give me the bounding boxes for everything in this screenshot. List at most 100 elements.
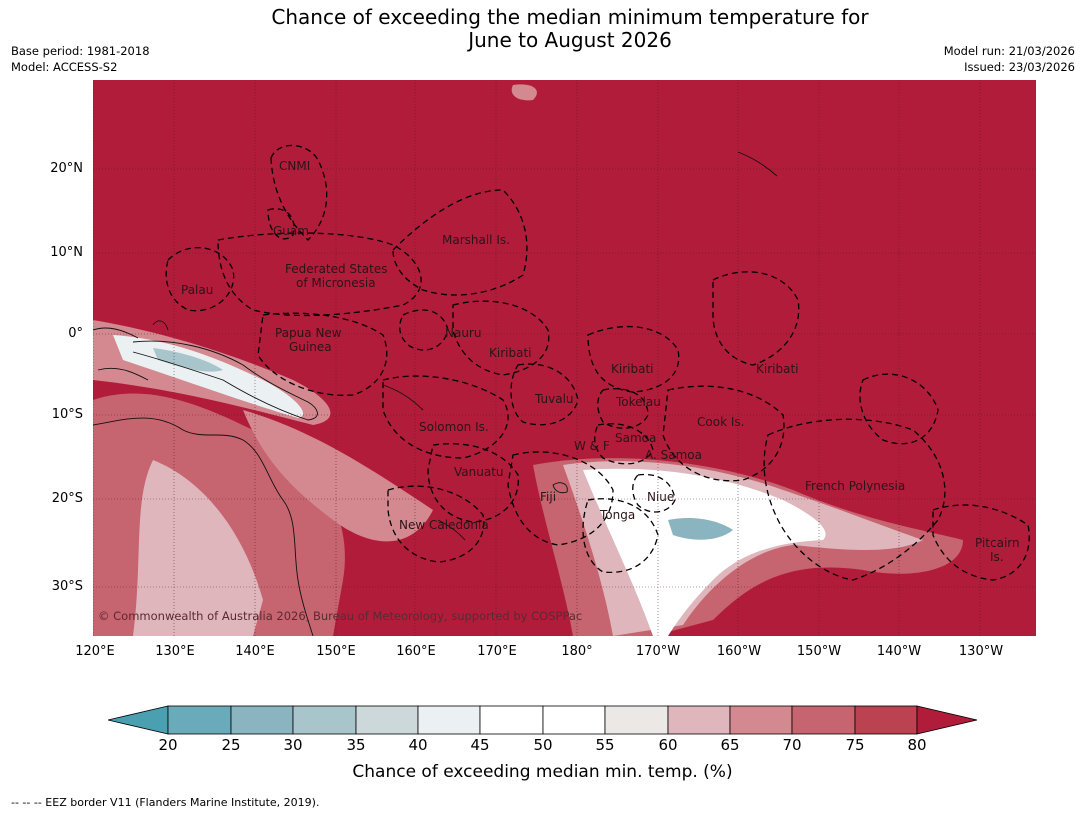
x-tick-160w: 160°W bbox=[716, 644, 762, 659]
eez-solomon bbox=[382, 375, 509, 459]
label-fsm-2: of Micronesia bbox=[296, 276, 376, 290]
shade-south-pacific-light bbox=[583, 468, 826, 636]
shade-png-blue bbox=[153, 348, 223, 372]
colorbar-seg-25-30 bbox=[230, 705, 294, 735]
country-labels: CNMI Guam Marshall Is. Federated States … bbox=[181, 159, 1020, 564]
title-line-2: June to August 2026 bbox=[468, 28, 672, 52]
eez-new-caledonia bbox=[387, 485, 485, 563]
label-french-polynesia: French Polynesia bbox=[805, 479, 905, 493]
shade-tropical-north bbox=[511, 84, 537, 101]
label-new-caledonia: New Caledonia bbox=[399, 518, 489, 532]
y-tick-0: 0° bbox=[68, 326, 83, 341]
coast-solomons bbox=[382, 384, 424, 411]
eez-samoa bbox=[594, 423, 654, 465]
eez-borders bbox=[165, 144, 1030, 581]
label-fsm-1: Federated States bbox=[285, 262, 387, 276]
colorbar-extend-low bbox=[108, 705, 169, 735]
eez-cook bbox=[662, 385, 785, 482]
coast-fiji bbox=[552, 482, 568, 494]
map-canvas: CNMI Guam Marshall Is. Federated States … bbox=[93, 80, 1036, 636]
shade-australia-light bbox=[133, 460, 263, 636]
label-png-1: Papua New bbox=[275, 326, 342, 340]
eez-palau bbox=[165, 247, 235, 312]
meta-right: Model run: 21/03/2026 Issued: 23/03/2026 bbox=[944, 43, 1075, 75]
eez-marshall bbox=[392, 189, 528, 296]
cb-tick-70: 70 bbox=[782, 736, 802, 754]
y-tick-30s: 30°S bbox=[51, 579, 83, 594]
meta-left: Base period: 1981-2018 Model: ACCESS-S2 bbox=[11, 43, 150, 75]
x-tick-140e: 140°E bbox=[235, 644, 275, 659]
eez-fiji bbox=[507, 451, 614, 546]
colorbar-seg-40-45 bbox=[417, 705, 481, 735]
colorbar-seg-65-70 bbox=[729, 705, 793, 735]
eez-footnote: -- -- -- EEZ border V11 (Flanders Marine… bbox=[11, 796, 320, 809]
eez-kiribati-west bbox=[452, 300, 550, 376]
forecast-map: CNMI Guam Marshall Is. Federated States … bbox=[93, 80, 1036, 636]
x-tick-150e: 150°E bbox=[316, 644, 356, 659]
y-tick-20s: 20°S bbox=[51, 491, 83, 506]
cb-tick-40: 40 bbox=[408, 736, 428, 754]
cb-tick-30: 30 bbox=[283, 736, 303, 754]
label-solomon: Solomon Is. bbox=[419, 420, 489, 434]
label-asamoa: A. Samoa bbox=[645, 448, 702, 462]
coast-hawaii bbox=[737, 151, 778, 177]
eez-nauru bbox=[399, 309, 449, 351]
colorbar-seg-75-80 bbox=[854, 705, 918, 735]
label-niue: Niue bbox=[647, 490, 674, 504]
label-tuvalu: Tuvalu bbox=[534, 392, 574, 406]
eez-pitcairn bbox=[932, 504, 1030, 581]
colorbar-seg-50-55 bbox=[542, 705, 606, 735]
colorbar-seg-45-50 bbox=[479, 705, 544, 735]
eez-tonga bbox=[582, 498, 659, 573]
cb-tick-65: 65 bbox=[720, 736, 740, 754]
x-tick-160e: 160°E bbox=[396, 644, 436, 659]
x-tick-170e: 170°E bbox=[477, 644, 517, 659]
coast-islands-west bbox=[93, 320, 169, 381]
probability-shading bbox=[93, 84, 963, 636]
x-tick-170w: 170°W bbox=[635, 644, 681, 659]
label-guam: Guam bbox=[273, 224, 309, 238]
cb-tick-60: 60 bbox=[658, 736, 678, 754]
label-pitcairn-2: Is. bbox=[990, 550, 1004, 564]
eez-kiribati-central bbox=[587, 325, 680, 393]
label-cnmi: CNMI bbox=[279, 159, 310, 173]
colorbar-seg-70-75 bbox=[791, 705, 856, 735]
coast-australia bbox=[93, 417, 314, 636]
eez-cnmi bbox=[270, 144, 328, 241]
copyright-notice: © Commonwealth of Australia 2026, Bureau… bbox=[98, 609, 583, 623]
colorbar-seg-35-40 bbox=[355, 705, 419, 735]
label-kiribati-central: Kiribati bbox=[611, 362, 653, 376]
x-tick-120e: 120°E bbox=[75, 644, 115, 659]
colorbar-seg-60-65 bbox=[667, 705, 731, 735]
coastlines bbox=[93, 151, 778, 636]
issued-date: Issued: 23/03/2026 bbox=[964, 60, 1075, 74]
eez-hawaii bbox=[859, 373, 939, 445]
label-wf: W & F bbox=[574, 439, 610, 453]
cb-tick-45: 45 bbox=[470, 736, 490, 754]
label-png-2: Guinea bbox=[289, 340, 332, 354]
cb-tick-25: 25 bbox=[221, 736, 241, 754]
label-marshall: Marshall Is. bbox=[442, 233, 510, 247]
cb-tick-75: 75 bbox=[845, 736, 865, 754]
x-tick-140w: 140°W bbox=[876, 644, 922, 659]
label-kiribati-east: Kiribati bbox=[756, 362, 798, 376]
x-tick-130e: 130°E bbox=[155, 644, 195, 659]
label-fiji: Fiji bbox=[540, 490, 556, 504]
label-pitcairn-1: Pitcairn bbox=[975, 536, 1020, 550]
cb-tick-55: 55 bbox=[595, 736, 615, 754]
eez-png bbox=[257, 312, 388, 396]
label-palau: Palau bbox=[181, 283, 213, 297]
shade-south-pacific-blue bbox=[668, 518, 733, 540]
eez-guam bbox=[267, 208, 295, 240]
graticule bbox=[93, 80, 1036, 636]
label-samoa: Samoa bbox=[615, 431, 656, 445]
base-period: Base period: 1981-2018 bbox=[11, 44, 150, 58]
cb-tick-20: 20 bbox=[158, 736, 178, 754]
colorbar-seg-30-35 bbox=[292, 705, 357, 735]
colorbar bbox=[108, 705, 978, 735]
eez-french-polynesia bbox=[763, 418, 946, 581]
label-nauru: Nauru bbox=[445, 326, 481, 340]
y-tick-10n: 10°N bbox=[50, 245, 83, 260]
eez-fsm bbox=[217, 232, 422, 317]
cb-tick-80: 80 bbox=[907, 736, 927, 754]
